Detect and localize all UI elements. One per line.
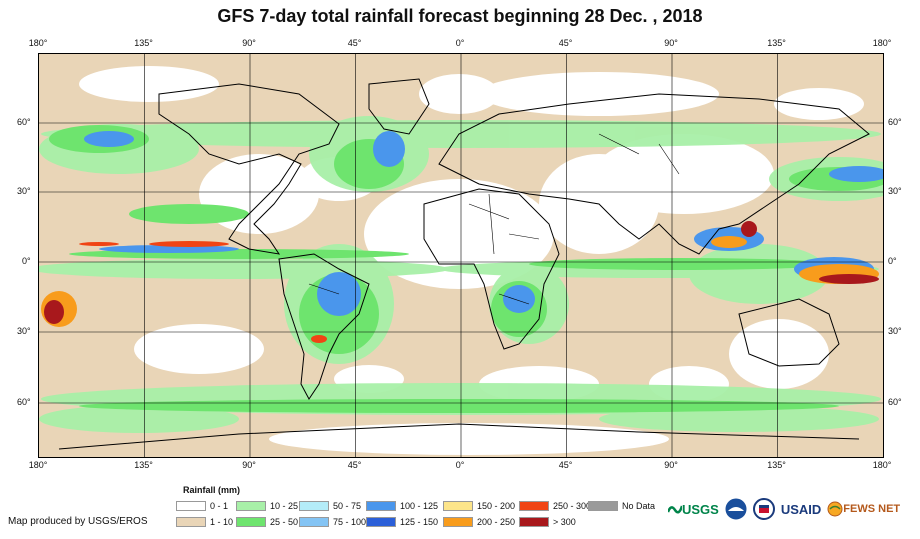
map-title: GFS 7-day total rainfall forecast beginn…: [217, 6, 703, 26]
legend-swatch: [519, 516, 549, 527]
lon-label: 90°: [242, 38, 256, 48]
legend-label: 25 - 50: [270, 516, 299, 527]
legend-swatch: [299, 500, 329, 511]
legend-label: 0 - 1: [210, 500, 229, 511]
legend-label: 200 - 250: [477, 516, 516, 527]
legend-item: 200 - 250: [443, 516, 515, 527]
usgs-text: USGS: [682, 501, 719, 517]
legend-label: No Data: [622, 500, 656, 511]
australia-outline: [738, 298, 840, 367]
legend-item: 125 - 150: [366, 516, 438, 527]
lon-label: 135°: [767, 460, 786, 470]
legend-item: 25 - 50: [236, 516, 298, 527]
lat-label: 0°: [888, 256, 897, 266]
usgs-wave-icon: [668, 505, 682, 514]
legend-swatch: [366, 500, 396, 511]
legend-item: 50 - 75: [299, 500, 361, 511]
rainfall-map: [38, 53, 884, 458]
logo-strip: USGS USAID FEWS NET: [668, 498, 900, 520]
lat-label: 30°: [17, 326, 31, 336]
lat-label: 60°: [888, 117, 902, 127]
legend-item: 150 - 200: [443, 500, 515, 511]
credit-text: Map produced by USGS/EROS: [8, 516, 148, 527]
lon-label: 45°: [558, 460, 573, 470]
usaid-text: USAID: [780, 501, 822, 517]
coastlines: [58, 78, 870, 450]
lon-label: 45°: [347, 460, 362, 470]
lon-label: 180°: [872, 460, 892, 470]
legend-swatch: [519, 500, 549, 511]
greenland-outline: [368, 78, 430, 135]
usaid-logo: USAID: [781, 502, 821, 517]
legend-swatch: [443, 500, 473, 511]
africa-outline: [423, 188, 560, 350]
legend-item: 75 - 100: [299, 516, 366, 527]
legend-label: 125 - 150: [400, 516, 439, 527]
lon-label: 45°: [347, 38, 362, 48]
legend-item: 100 - 125: [366, 500, 438, 511]
north-america-outline: [158, 83, 340, 255]
lon-label: 45°: [558, 38, 573, 48]
graticule: [39, 54, 883, 457]
rainfall-map-svg: [39, 54, 883, 457]
fews-globe-icon: [827, 501, 843, 517]
noaa-logo-icon: [725, 498, 747, 520]
eurasia-outline: [438, 93, 870, 255]
legend-item: No Data: [588, 500, 655, 511]
legend-item: > 300: [519, 516, 576, 527]
lat-label: 60°: [17, 117, 31, 127]
lat-label: 0°: [22, 256, 31, 266]
legend-item: 1 - 10: [176, 516, 233, 527]
lon-label: 90°: [664, 38, 678, 48]
usaid-seal-icon: [752, 498, 775, 520]
legend-swatch: [299, 516, 329, 527]
lon-label: 90°: [242, 460, 256, 470]
lat-label: 60°: [888, 397, 902, 407]
lon-label: 180°: [28, 460, 48, 470]
lon-label: 135°: [767, 38, 786, 48]
lon-label: 90°: [664, 460, 678, 470]
legend-label: 10 - 25: [270, 500, 299, 511]
legend-item: 10 - 25: [236, 500, 298, 511]
legend-label: 75 - 100: [333, 516, 367, 527]
legend-swatch: [366, 516, 396, 527]
fews-logo: FEWS NET: [827, 501, 900, 517]
legend-swatch: [588, 500, 618, 511]
antarctica-outline: [58, 423, 860, 450]
legend-label: 150 - 200: [477, 500, 516, 511]
legend-label: 1 - 10: [210, 516, 234, 527]
lat-label: 30°: [888, 326, 902, 336]
legend-label: > 300: [553, 516, 576, 527]
legend-swatch: [236, 516, 266, 527]
legend-swatch: [443, 516, 473, 527]
legend-item: 0 - 1: [176, 500, 228, 511]
legend-label: 100 - 125: [400, 500, 439, 511]
lon-label: 0°: [455, 460, 465, 470]
fews-text: FEWS NET: [843, 503, 901, 515]
usgs-logo: USGS: [668, 502, 719, 517]
borders: [308, 133, 680, 305]
lon-label: 180°: [28, 38, 48, 48]
legend-title: Rainfall (mm): [183, 485, 241, 495]
lat-label: 30°: [17, 186, 31, 196]
legend-label: 250 - 300: [553, 500, 592, 511]
legend-swatch: [236, 500, 266, 511]
lon-label: 135°: [134, 460, 153, 470]
lat-label: 30°: [888, 186, 902, 196]
lon-label: 135°: [134, 38, 153, 48]
south-america-outline: [278, 253, 370, 400]
legend-item: 250 - 300: [519, 500, 591, 511]
legend-label: 50 - 75: [333, 500, 362, 511]
legend-swatch: [176, 516, 206, 527]
legend-swatch: [176, 500, 206, 511]
extreme-rain: [41, 221, 879, 343]
lat-label: 60°: [17, 397, 31, 407]
lon-label: 0°: [455, 38, 465, 48]
lon-label: 180°: [872, 38, 892, 48]
